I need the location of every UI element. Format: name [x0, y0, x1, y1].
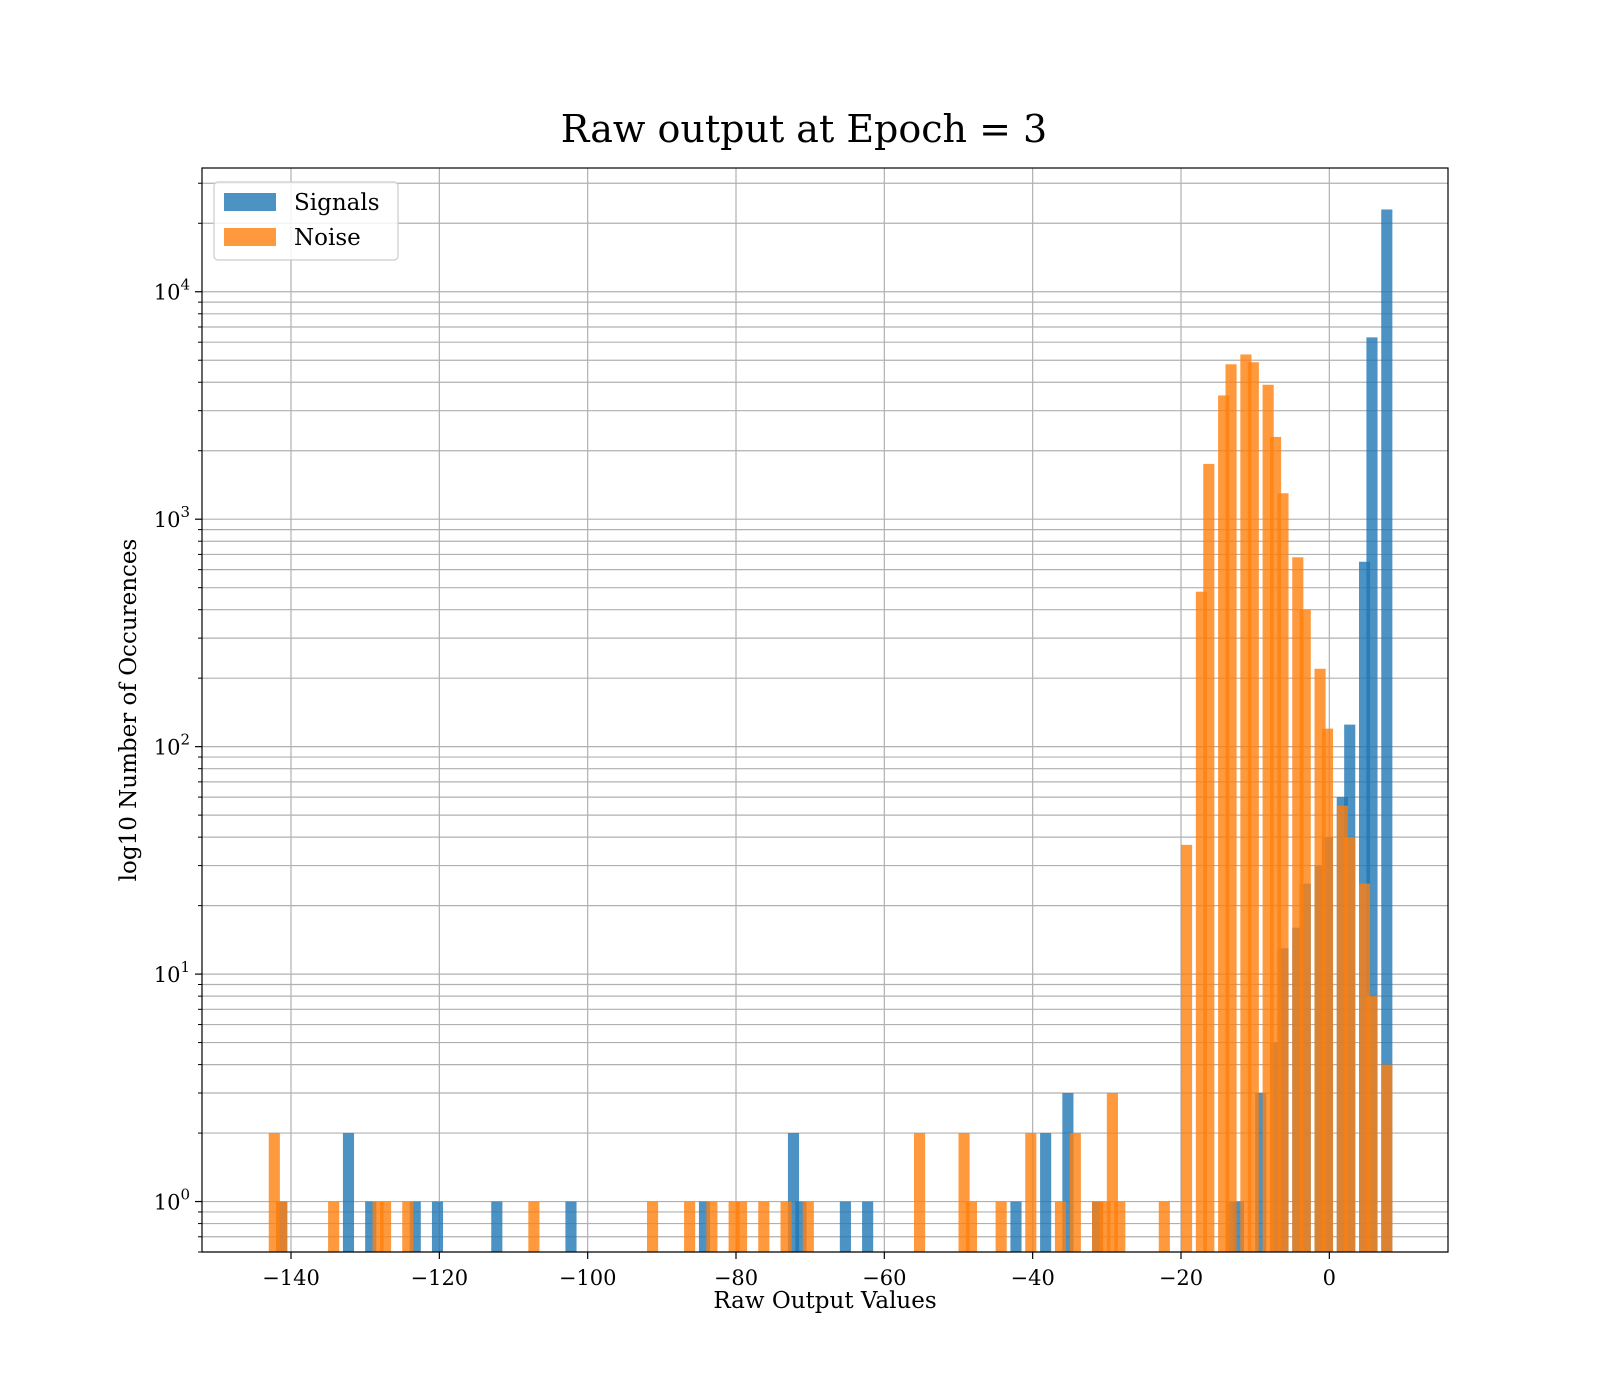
bar-noise [706, 1201, 718, 1252]
bar-noise [1321, 728, 1334, 1252]
bar-signals [409, 1201, 421, 1252]
bar-noise [684, 1201, 696, 1252]
bar-noise [328, 1201, 340, 1252]
bar-signals [565, 1201, 577, 1252]
bar-noise [1181, 844, 1193, 1252]
bar-signals [1232, 1201, 1245, 1252]
x-tick-label: −40 [1011, 1266, 1055, 1290]
legend-label-noise: Noise [294, 225, 361, 251]
bar-noise [802, 1201, 814, 1252]
legend: Signals Noise [213, 181, 399, 261]
bar-noise [1106, 1093, 1118, 1252]
bars [268, 209, 1393, 1253]
bar-noise [1225, 364, 1237, 1252]
bar-signals [431, 1201, 444, 1252]
bar-noise [736, 1201, 748, 1252]
bar-noise [1381, 1064, 1393, 1252]
bar-noise [1114, 1201, 1126, 1252]
legend-swatch-noise [224, 228, 276, 246]
bar-noise [1054, 1201, 1067, 1252]
bar-noise [914, 1133, 926, 1252]
bar-noise [528, 1201, 540, 1252]
bar-noise [1099, 1201, 1111, 1252]
bar-signals [1381, 209, 1393, 1252]
bar-noise [965, 1201, 978, 1252]
grid [202, 168, 1448, 1253]
bar-signals [839, 1201, 851, 1252]
plot-frame [201, 167, 1449, 1253]
bar-noise [1240, 354, 1252, 1252]
chart-title: Raw output at Epoch = 3 [561, 107, 1047, 151]
bar-noise [958, 1133, 970, 1252]
bar-noise [1344, 837, 1356, 1252]
x-tick-label: −100 [559, 1266, 617, 1290]
legend-label-signals: Signals [294, 190, 380, 216]
x-tick-label: −60 [862, 1266, 906, 1290]
bar-noise [1195, 591, 1207, 1252]
bar-noise [268, 1133, 280, 1252]
x-axis-label: Raw Output Values [713, 1288, 936, 1314]
bar-signals [795, 1201, 807, 1252]
bar-signals [1040, 1133, 1052, 1252]
y-tick-label: 100 [154, 1186, 190, 1215]
bar-signals [1010, 1201, 1022, 1252]
bar-noise [1292, 557, 1304, 1252]
bar-noise [1092, 1201, 1104, 1252]
ticks: −140 −120 −100 −80 −60 −40 −20 0 100 101 102 103 104 [154, 182, 1336, 1290]
x-tick-label: −20 [1159, 1266, 1203, 1290]
y-tick-label: 101 [154, 958, 190, 987]
bar-signals [1366, 337, 1378, 1252]
bar-noise [1203, 463, 1215, 1253]
bar-noise [1025, 1133, 1037, 1252]
y-tick-label: 104 [154, 276, 190, 305]
bar-signals [787, 1133, 800, 1252]
bar-noise [1314, 668, 1326, 1252]
bar-noise [1069, 1133, 1081, 1252]
bar-noise [1299, 609, 1311, 1252]
bar-noise [995, 1201, 1007, 1252]
bar-noise [1262, 384, 1274, 1253]
x-tick-label: −140 [262, 1266, 320, 1290]
bar-noise [1158, 1201, 1170, 1252]
bar-noise [1336, 805, 1348, 1252]
bar-signals [862, 1201, 874, 1252]
bar-noise [1277, 493, 1289, 1252]
bar-noise [1218, 395, 1230, 1252]
bar-noise [647, 1201, 659, 1252]
bar-noise [1359, 883, 1371, 1252]
bar-signals [491, 1201, 503, 1252]
bar-noise [728, 1201, 740, 1252]
bar-noise [1366, 996, 1378, 1252]
bar-noise [1270, 436, 1282, 1252]
bar-signals [365, 1201, 377, 1252]
bar-noise [372, 1201, 384, 1252]
bar-noise [276, 1201, 288, 1252]
bar-noise [380, 1201, 392, 1252]
bar-noise [1247, 362, 1259, 1252]
x-tick-label: −80 [714, 1266, 758, 1290]
bar-noise [402, 1201, 414, 1252]
bar-noise [780, 1201, 792, 1252]
y-tick-label: 102 [154, 731, 190, 760]
y-tick-label: 103 [154, 503, 190, 532]
x-tick-label: 0 [1323, 1266, 1336, 1290]
bar-signals [342, 1133, 355, 1252]
bar-signals [1062, 1093, 1074, 1252]
y-axis-label: log10 Number of Occurences [116, 539, 142, 882]
legend-swatch-signals [224, 193, 276, 211]
bar-signals [1255, 1093, 1267, 1252]
bar-signals [698, 1201, 711, 1252]
x-tick-label: −120 [410, 1266, 468, 1290]
bar-noise [758, 1201, 770, 1252]
